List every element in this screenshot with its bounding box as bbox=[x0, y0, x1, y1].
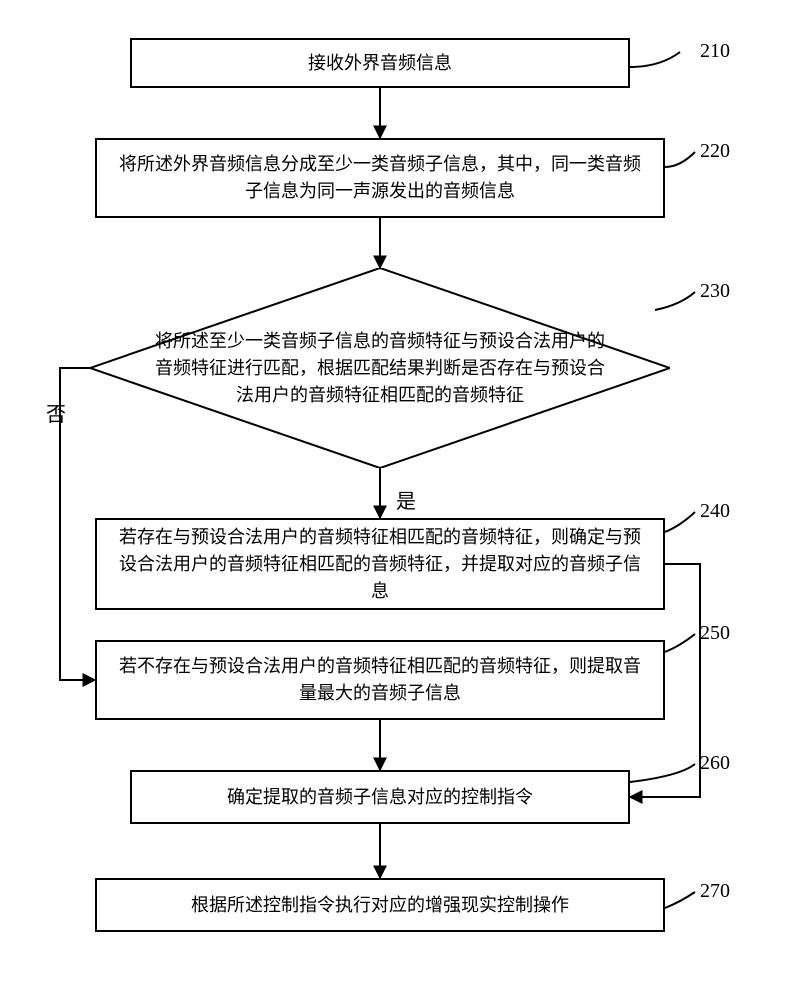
ref-260: 260 bbox=[700, 752, 730, 775]
step-210: 接收外界音频信息 bbox=[130, 38, 630, 88]
flowchart-canvas: 接收外界音频信息 将所述外界音频信息分成至少一类音频子信息，其中，同一类音频子信… bbox=[0, 0, 797, 1000]
ref-270: 270 bbox=[700, 880, 730, 903]
decision-230-text: 将所述至少一类音频子信息的音频特征与预设合法用户的音频特征进行匹配，根据匹配结果… bbox=[150, 328, 610, 409]
ref-230: 230 bbox=[700, 280, 730, 303]
step-250-text: 若不存在与预设合法用户的音频特征相匹配的音频特征，则提取音量最大的音频子信息 bbox=[113, 653, 647, 707]
ref-250: 250 bbox=[700, 622, 730, 645]
ref-240: 240 bbox=[700, 500, 730, 523]
ref-220: 220 bbox=[700, 140, 730, 163]
edge-label-no: 否 bbox=[46, 398, 66, 427]
step-210-text: 接收外界音频信息 bbox=[308, 50, 452, 77]
edge-label-yes: 是 bbox=[396, 485, 416, 514]
step-260-text: 确定提取的音频子信息对应的控制指令 bbox=[227, 784, 533, 811]
ref-210: 210 bbox=[700, 40, 730, 63]
step-250: 若不存在与预设合法用户的音频特征相匹配的音频特征，则提取音量最大的音频子信息 bbox=[95, 640, 665, 720]
step-260: 确定提取的音频子信息对应的控制指令 bbox=[130, 770, 630, 824]
step-220-text: 将所述外界音频信息分成至少一类音频子信息，其中，同一类音频子信息为同一声源发出的… bbox=[113, 151, 647, 205]
step-240: 若存在与预设合法用户的音频特征相匹配的音频特征，则确定与预设合法用户的音频特征相… bbox=[95, 518, 665, 610]
step-270-text: 根据所述控制指令执行对应的增强现实控制操作 bbox=[191, 892, 569, 919]
step-220: 将所述外界音频信息分成至少一类音频子信息，其中，同一类音频子信息为同一声源发出的… bbox=[95, 138, 665, 218]
step-270: 根据所述控制指令执行对应的增强现实控制操作 bbox=[95, 878, 665, 932]
step-240-text: 若存在与预设合法用户的音频特征相匹配的音频特征，则确定与预设合法用户的音频特征相… bbox=[113, 524, 647, 605]
decision-230: 将所述至少一类音频子信息的音频特征与预设合法用户的音频特征进行匹配，根据匹配结果… bbox=[90, 268, 670, 468]
